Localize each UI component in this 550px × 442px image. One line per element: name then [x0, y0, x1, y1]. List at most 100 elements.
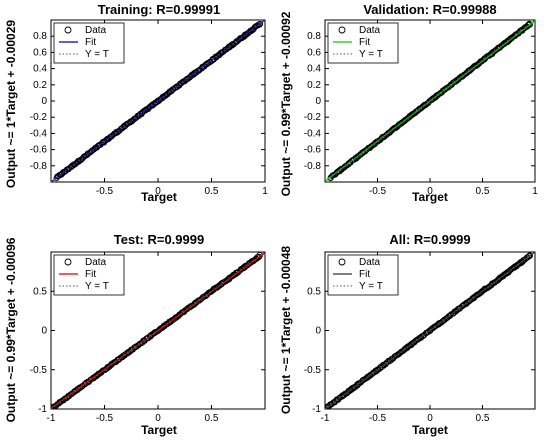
y-tick-label: 0.8	[307, 31, 321, 42]
panel-title: Training: R=0.99991	[98, 2, 220, 17]
data-point	[98, 368, 105, 375]
plot-area	[325, 20, 535, 182]
legend-entry: Y = T	[359, 281, 383, 292]
legend-entry: Fit	[359, 269, 370, 280]
data-point	[489, 280, 496, 287]
x-tick-label: 1	[262, 186, 268, 197]
legend-entry: Y = T	[85, 49, 109, 60]
data-point	[496, 274, 503, 282]
y-axis-label: Output ~= 0.99*Target + -0.00092	[279, 11, 293, 196]
data-point	[519, 27, 526, 34]
data-point	[241, 33, 248, 40]
panel-title: Test: R=0.9999	[114, 232, 204, 247]
y-tick-label: -0.5	[30, 365, 48, 376]
data-point	[474, 61, 481, 68]
y-tick-label: -1	[312, 404, 321, 415]
y-tick-label: 0	[315, 96, 321, 107]
panel-test: Test: R=0.9999 Target Output ~= 0.99*Tar…	[4, 232, 266, 437]
legend-box	[327, 254, 399, 296]
data-point	[225, 44, 233, 51]
x-tick-label: 0	[155, 186, 161, 197]
data-point	[135, 342, 142, 349]
data-point	[255, 254, 262, 261]
legend-entry: Data	[85, 25, 107, 36]
y-tick-label: 0.4	[307, 64, 321, 75]
plot-area	[51, 252, 265, 409]
y-axis-label: Output ~= 0.99*Target + -0.00096	[4, 237, 18, 422]
legend-data-marker	[338, 26, 346, 34]
legend-data-marker	[338, 258, 346, 266]
data-point	[248, 258, 256, 265]
data-point	[511, 32, 518, 40]
legend-entry: Fit	[85, 269, 96, 280]
data-point	[368, 143, 375, 150]
y-tick-label: -1	[38, 404, 47, 415]
legend-box	[53, 22, 125, 64]
identity-line	[325, 20, 535, 182]
data-point	[442, 85, 449, 92]
x-tick-label: 0.5	[205, 186, 219, 197]
data-point	[202, 292, 210, 299]
data-point	[210, 56, 217, 63]
x-axis-label: Target	[412, 423, 448, 437]
data-point	[511, 263, 518, 270]
data-point	[526, 252, 533, 259]
y-tick-label: 0.6	[33, 47, 47, 58]
data-point	[504, 269, 511, 276]
y-axis-label: Output ~= 1*Target + -0.00029	[4, 20, 18, 189]
data-point	[333, 169, 340, 176]
data-point	[526, 21, 533, 28]
data-point	[519, 258, 526, 266]
legend-entry: Fit	[359, 37, 370, 48]
data-point	[241, 263, 248, 271]
y-tick-label: 0.6	[307, 47, 321, 58]
x-tick-label: 0	[427, 186, 433, 197]
y-tick-label: 0.2	[33, 80, 47, 91]
data-point	[496, 43, 503, 51]
data-point	[233, 270, 240, 277]
data-point	[256, 21, 263, 28]
legend-entry: Y = T	[85, 281, 109, 292]
data-point	[218, 280, 225, 287]
plot-area	[325, 252, 535, 409]
x-axis-label: Target	[412, 190, 448, 204]
legend-data-marker	[64, 26, 72, 34]
x-tick-label: -0.5	[369, 186, 387, 197]
y-tick-label: 0	[41, 96, 47, 107]
data-point	[481, 55, 488, 63]
data-point	[524, 254, 531, 261]
x-tick-label: -1	[321, 413, 330, 424]
panel-title: Validation: R=0.99988	[363, 2, 496, 17]
panel-training: Training: R=0.99991 Target Output ~= 1*T…	[4, 2, 268, 204]
y-tick-label: 0.5	[33, 286, 47, 297]
x-tick-label: 0.5	[205, 413, 219, 424]
x-tick-label: -1	[47, 413, 56, 424]
identity-line	[51, 252, 265, 409]
x-axis-label: Target	[141, 190, 177, 204]
data-point	[233, 38, 240, 45]
y-tick-label: -0.4	[304, 128, 322, 139]
legend-entry: Data	[359, 257, 381, 268]
y-tick-label: -0.2	[304, 112, 322, 123]
panel-validation: Validation: R=0.99988 Target Output ~= 0…	[279, 2, 538, 204]
y-tick-label: -0.4	[30, 128, 48, 139]
x-tick-label: 1	[532, 186, 538, 197]
y-tick-label: 0.8	[33, 31, 47, 42]
data-point	[489, 50, 496, 57]
legend-entry: Data	[85, 257, 107, 268]
x-axis-label: Target	[141, 423, 177, 437]
x-tick-label: 0	[427, 413, 433, 424]
x-tick-label: 0.5	[476, 186, 490, 197]
legend-entry: Data	[359, 25, 381, 36]
x-tick-label: -0.5	[96, 186, 114, 197]
identity-line	[51, 20, 265, 182]
y-tick-label: -0.8	[30, 161, 48, 172]
legend-entry: Y = T	[359, 49, 383, 60]
data-point	[474, 291, 481, 298]
data-point	[504, 38, 511, 46]
legend-entry: Fit	[85, 37, 96, 48]
data-point	[218, 49, 225, 56]
y-tick-label: -0.5	[304, 365, 322, 376]
y-tick-label: -0.6	[304, 145, 322, 156]
